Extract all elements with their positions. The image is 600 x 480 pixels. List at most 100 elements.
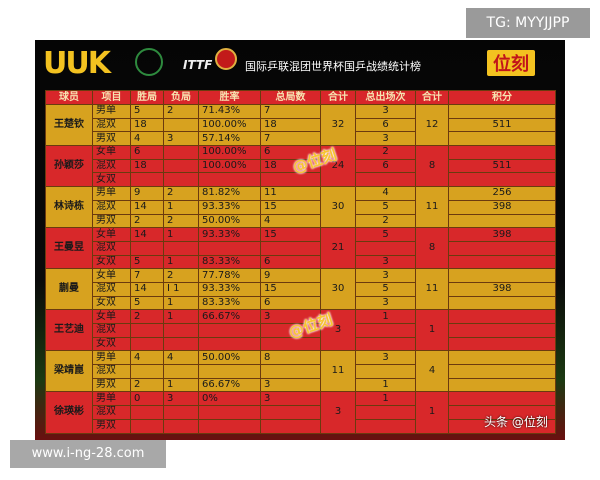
table-cell — [260, 405, 321, 420]
column-header: 积分 — [448, 90, 556, 105]
column-header: 总局数 — [260, 90, 321, 105]
table-cell — [260, 336, 321, 352]
appear-total: 12 — [415, 103, 449, 147]
table-cell — [163, 145, 199, 160]
logo: UUK — [43, 46, 111, 81]
column-header: 合计 — [415, 90, 449, 105]
player-name: 王曼昱 — [45, 227, 93, 270]
table-cell: 18 — [260, 158, 321, 174]
table-cell: 3 — [163, 391, 199, 407]
table-cell: 77.78% — [198, 268, 261, 283]
table-cell: 2 — [355, 145, 416, 160]
table-row: 蒯曼 女单 7 2 77.78% 9 30 3 11 — [45, 268, 556, 311]
table-cell: 女双 — [92, 172, 131, 188]
column-header: 总出场次 — [355, 90, 416, 105]
table-cell: 男单 — [92, 350, 131, 366]
table-row: 混双 — [46, 323, 556, 338]
appear-total: 8 — [415, 145, 449, 188]
table-cell: 511 — [448, 117, 556, 133]
table-cell — [448, 309, 556, 324]
table-cell: 女双 — [92, 254, 131, 270]
table-row: 混双 — [46, 364, 556, 379]
table-cell: 66.67% — [198, 377, 261, 393]
games-total: 11 — [320, 350, 356, 393]
table-cell: 1 — [355, 391, 416, 407]
table-cell — [448, 336, 556, 352]
player-name: 王楚钦 — [45, 103, 93, 147]
table-cell — [130, 405, 164, 420]
table-cell: 3 — [260, 377, 321, 393]
table-cell — [448, 350, 556, 366]
table-cell: 14 — [130, 281, 164, 297]
table-cell: 女单 — [92, 309, 131, 324]
table-cell: 100.00% — [198, 145, 261, 160]
table-cell: 3 — [355, 254, 416, 270]
table-cell: 男单 — [92, 104, 131, 119]
table-cell: 93.33% — [198, 199, 261, 215]
table-cell: 4 — [163, 350, 199, 366]
table-cell — [163, 364, 199, 379]
table-cell: 50.00% — [198, 213, 261, 229]
table-cell: 3 — [355, 350, 416, 366]
table-cell: 3 — [355, 104, 416, 119]
table-cell: 93.33% — [198, 227, 261, 242]
table-row: 混双 18 100.00% 18 6 511 — [46, 117, 556, 133]
table-cell: 混双 — [92, 405, 131, 420]
table-cell: 71.43% — [198, 104, 261, 119]
table-cell: 18 — [130, 158, 164, 174]
table-cell: 1 — [163, 309, 199, 324]
table-cell: 女单 — [92, 145, 131, 160]
table-cell — [198, 418, 261, 434]
column-header: 胜局 — [130, 90, 164, 105]
table-cell — [130, 240, 164, 256]
table-cell — [448, 391, 556, 407]
column-header: 负局 — [163, 90, 199, 105]
table-cell: 3 — [355, 295, 416, 311]
table-cell — [260, 364, 321, 379]
table-cell — [260, 323, 321, 338]
table-cell: 6 — [355, 158, 416, 174]
table-cell — [355, 364, 416, 379]
table-cell — [130, 336, 164, 352]
table-cell: 83.33% — [198, 295, 261, 311]
player-name: 梁靖崑 — [45, 350, 93, 393]
table-cell — [163, 172, 199, 188]
table-cell: 83.33% — [198, 254, 261, 270]
table-cell — [448, 323, 556, 338]
tag-label: TG: MYYJJPP — [466, 8, 590, 38]
table-row: 混双 14 I 1 93.33% 15 5 398 — [46, 281, 556, 297]
table-cell: 2 — [130, 213, 164, 229]
table-cell — [163, 158, 199, 174]
table-cell: 5 — [130, 295, 164, 311]
table-cell: I 1 — [163, 281, 199, 297]
appear-total: 4 — [415, 350, 449, 393]
table-cell — [260, 418, 321, 434]
table-cell: 5 — [130, 254, 164, 270]
url-label: www.i-ng-28.com — [10, 440, 166, 468]
table-row: 混双 — [46, 405, 556, 420]
table-cell: 57.14% — [198, 131, 261, 147]
appear-total: 11 — [415, 186, 449, 229]
table-cell — [163, 323, 199, 338]
table-cell: 7 — [260, 131, 321, 147]
table-cell: 混双 — [92, 281, 131, 297]
table-cell: 1 — [355, 377, 416, 393]
table-cell: 混双 — [92, 199, 131, 215]
table-row: 混双 — [46, 240, 556, 256]
table-cell: 3 — [355, 268, 416, 283]
table-cell: 男双 — [92, 377, 131, 393]
table-row: 王曼昱 女单 14 1 93.33% 15 21 5 8 398 — [45, 227, 556, 270]
table-cell: 256 — [448, 186, 556, 201]
ittf-logo: ITTF — [183, 58, 213, 72]
table-row: 女双 5 1 83.33% 6 3 — [46, 254, 556, 270]
table-cell — [260, 172, 321, 188]
table-cell — [448, 418, 556, 434]
table-cell — [163, 405, 199, 420]
table-cell: 混双 — [92, 323, 131, 338]
table-cell: 4 — [130, 131, 164, 147]
table-cell — [448, 145, 556, 160]
table-cell — [448, 295, 556, 311]
table-cell: 1 — [163, 295, 199, 311]
table-cell — [448, 268, 556, 283]
table-cell — [355, 323, 416, 338]
